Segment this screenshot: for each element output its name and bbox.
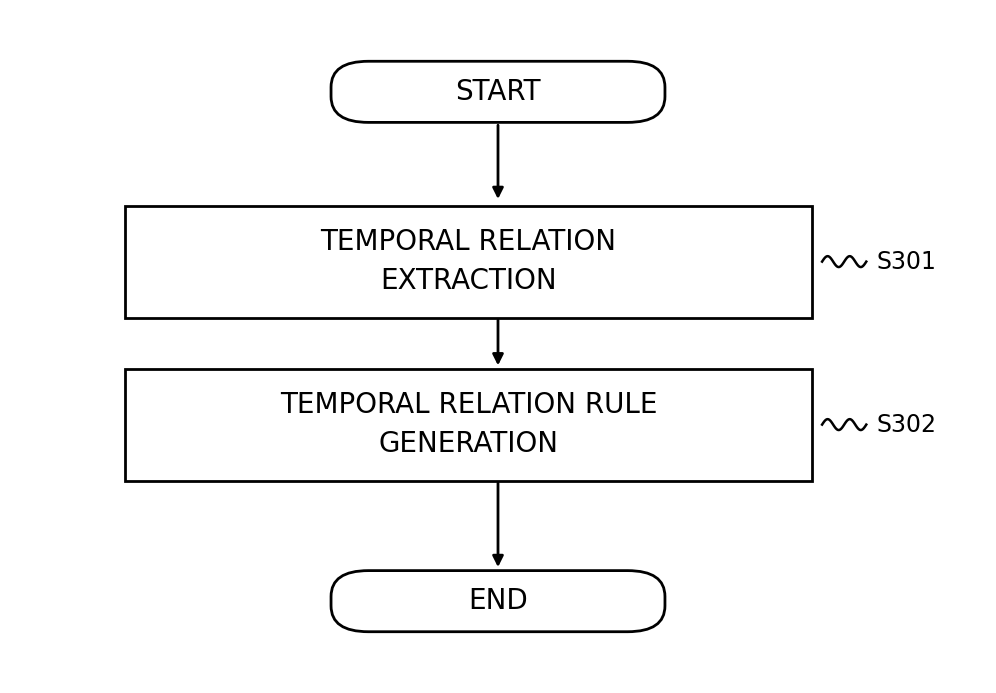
Text: START: START [455, 78, 541, 106]
Bar [124, 206, 813, 317]
Text: S301: S301 [876, 249, 936, 274]
Text: TEMPORAL RELATION RULE
GENERATION: TEMPORAL RELATION RULE GENERATION [280, 391, 657, 458]
Text: TEMPORAL RELATION
EXTRACTION: TEMPORAL RELATION EXTRACTION [321, 228, 617, 295]
Text: S302: S302 [876, 412, 936, 437]
FancyBboxPatch shape [331, 61, 665, 123]
FancyBboxPatch shape [331, 570, 665, 632]
Bar [124, 369, 813, 481]
Text: END: END [468, 587, 528, 615]
